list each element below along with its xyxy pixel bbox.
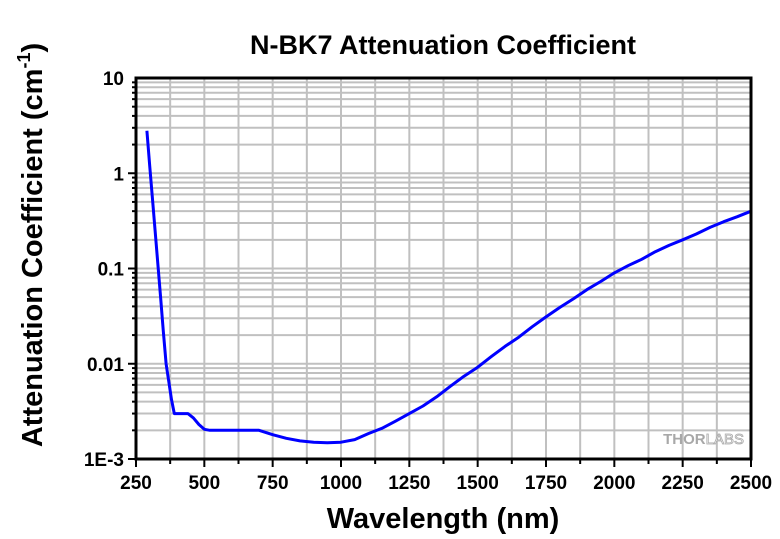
- y-axis-label-superscript: -1: [14, 53, 34, 69]
- watermark-light: LABS: [706, 431, 744, 448]
- plot-frame: [134, 76, 753, 461]
- watermark-bold: THOR: [663, 431, 706, 448]
- x-axis-label: Wavelength (nm): [327, 503, 560, 535]
- x-tick-label: 1500: [457, 473, 499, 494]
- x-tick-label: 1000: [320, 473, 362, 494]
- grid: [136, 78, 751, 459]
- y-tick-label: 1E-3: [84, 450, 124, 471]
- series-line-n-bk7: [145, 130, 752, 445]
- x-tick-label: 500: [188, 473, 220, 494]
- axis-ticks: [128, 81, 752, 467]
- y-tick-labels: 1E-3 0.01 0.1 1 10: [84, 69, 125, 471]
- x-tick-label: 750: [257, 473, 289, 494]
- data-series: [145, 130, 752, 445]
- y-tick-label: 1: [113, 164, 124, 185]
- x-tick-labels: 250 500 750 1000 1250 1500 1750 2000 2250 2500: [120, 473, 772, 494]
- y-tick-label: 10: [103, 69, 124, 90]
- thorlabs-watermark: THORLABS: [663, 431, 744, 448]
- x-tick-label: 250: [120, 473, 152, 494]
- chart-title: N-BK7 Attenuation Coefficient: [250, 30, 636, 60]
- y-tick-label: 0.1: [98, 260, 125, 281]
- x-tick-label: 1250: [388, 473, 430, 494]
- y-axis-label-main: Attenuation Coefficient (cm: [17, 69, 49, 448]
- x-tick-label: 2500: [730, 473, 772, 494]
- y-axis-label: Attenuation Coefficient (cm-1): [14, 43, 49, 447]
- y-tick-label: 0.01: [87, 355, 124, 376]
- x-tick-label: 1750: [525, 473, 567, 494]
- x-tick-label: 2000: [593, 473, 635, 494]
- y-axis-label-close: ): [17, 43, 49, 53]
- x-tick-label: 2250: [662, 473, 704, 494]
